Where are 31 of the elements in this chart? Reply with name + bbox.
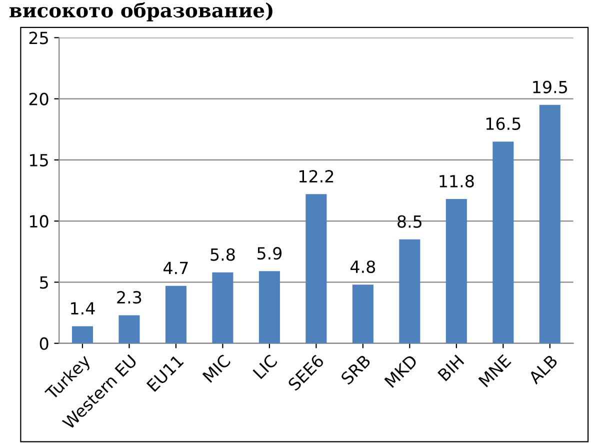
bar bbox=[212, 272, 234, 344]
data-label: 16.5 bbox=[486, 117, 520, 130]
data-label: 12.2 bbox=[299, 170, 334, 182]
data-label: 4.7 bbox=[164, 262, 188, 274]
bar bbox=[446, 199, 467, 344]
y-tick-label: 25 bbox=[29, 32, 48, 44]
data-label: 5.8 bbox=[210, 248, 235, 261]
bar bbox=[72, 326, 93, 344]
data-label: 5.9 bbox=[257, 247, 282, 260]
chart-title: високото образование) bbox=[10, 2, 272, 22]
y-tick-label: 15 bbox=[30, 154, 48, 166]
x-tick-label: BIH bbox=[438, 354, 464, 382]
y-tick-label: 20 bbox=[29, 92, 48, 106]
data-label: 8.5 bbox=[398, 215, 422, 228]
bar bbox=[352, 284, 374, 344]
y-tick-label: 10 bbox=[30, 215, 48, 228]
bar bbox=[165, 286, 186, 344]
y-tick-label: 0 bbox=[40, 337, 48, 350]
data-label: 2.3 bbox=[117, 291, 142, 304]
data-label: 11.8 bbox=[440, 174, 474, 188]
bar bbox=[118, 315, 140, 344]
bar bbox=[492, 142, 514, 344]
y-tick-label: 5 bbox=[40, 276, 48, 289]
data-label: 19.5 bbox=[533, 80, 567, 94]
bar bbox=[306, 194, 327, 344]
data-label: 1.4 bbox=[71, 302, 95, 314]
bar bbox=[258, 271, 280, 344]
bar bbox=[399, 239, 420, 344]
data-label: 4.8 bbox=[350, 260, 376, 274]
bar bbox=[539, 104, 560, 344]
x-tick-label: LIC bbox=[252, 354, 278, 380]
